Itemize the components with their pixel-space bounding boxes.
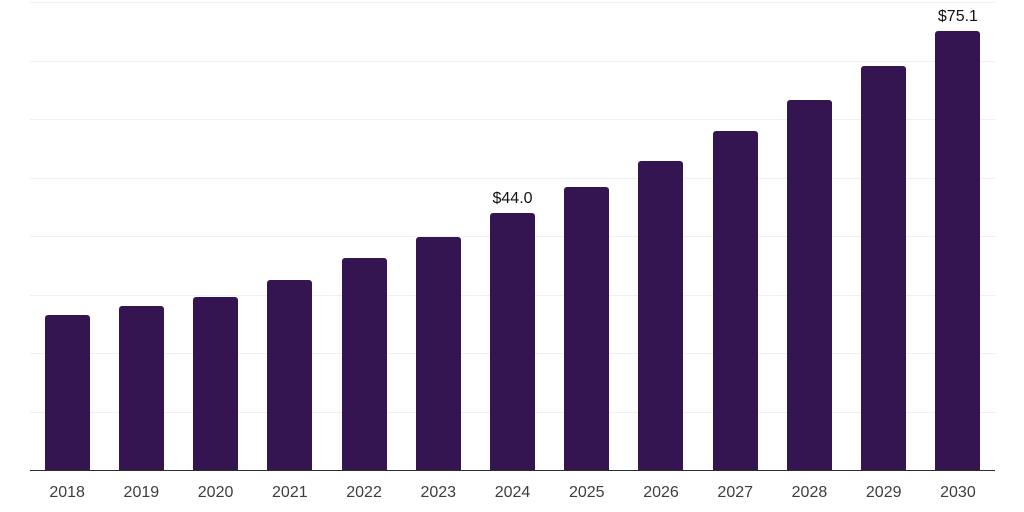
bar-slot-2026 <box>624 2 698 470</box>
bar-slot-2018 <box>30 2 104 470</box>
bar-value-label-2024: $44.0 <box>492 189 533 207</box>
bar-value-label-2030: $75.1 <box>937 7 978 25</box>
bar-slot-2029 <box>847 2 921 470</box>
x-tick-label-2024: 2024 <box>494 484 531 501</box>
gridline-80 <box>30 2 995 3</box>
x-tick-label-2027: 2027 <box>717 484 754 501</box>
bar-slot-2022 <box>327 2 401 470</box>
bar-slot-2024: $44.0 <box>475 2 549 470</box>
gridline-60 <box>30 119 995 120</box>
x-tick-label-2022: 2022 <box>346 484 382 501</box>
x-tick-label-2028: 2028 <box>791 484 828 501</box>
x-tick-label-2025: 2025 <box>568 484 605 501</box>
x-axis-line <box>30 469 995 471</box>
bar-slot-2021 <box>253 2 327 470</box>
gridline-70 <box>30 60 995 62</box>
bar-slot-2023 <box>401 2 475 470</box>
bar-slot-2019 <box>104 2 178 470</box>
bar-slot-2027 <box>698 2 772 470</box>
bar-2028 <box>786 99 832 470</box>
bars-group: $44.0 $75.1 <box>30 2 995 470</box>
bar-2027 <box>712 131 758 470</box>
bar-2021 <box>267 279 313 470</box>
x-tick-label-2026: 2026 <box>643 484 679 501</box>
x-tick-label-2030: 2030 <box>940 484 976 501</box>
bar-2030 <box>935 30 981 470</box>
bar-2026 <box>638 160 684 470</box>
bar-2018 <box>44 315 90 470</box>
bar-slot-2020 <box>178 2 252 470</box>
bar-2025 <box>564 186 610 470</box>
gridline-50 <box>30 177 995 179</box>
x-tick-label-2023: 2023 <box>420 484 457 501</box>
x-tick-label-2021: 2021 <box>272 484 308 501</box>
bar-2019 <box>118 305 164 470</box>
x-axis-tick-labels: 2018 2019 2020 2021 2022 2023 2024 2025 2026 2027… <box>30 485 995 501</box>
bar-slot-2028 <box>772 2 846 470</box>
bar-2023 <box>415 237 461 470</box>
bar-2020 <box>193 297 239 470</box>
bar-2022 <box>341 258 387 470</box>
bar-slot-2025 <box>550 2 624 470</box>
bar-slot-2030: $75.1 <box>921 2 995 470</box>
plot-area: $44.0 $75.1 <box>30 2 995 471</box>
x-tick-label-2029: 2029 <box>865 484 902 501</box>
bar-2029 <box>861 66 907 470</box>
x-tick-label-2020: 2020 <box>197 484 234 501</box>
bar-2024 <box>490 212 536 470</box>
x-tick-label-2019: 2019 <box>123 484 160 501</box>
x-tick-label-2018: 2018 <box>49 484 85 501</box>
